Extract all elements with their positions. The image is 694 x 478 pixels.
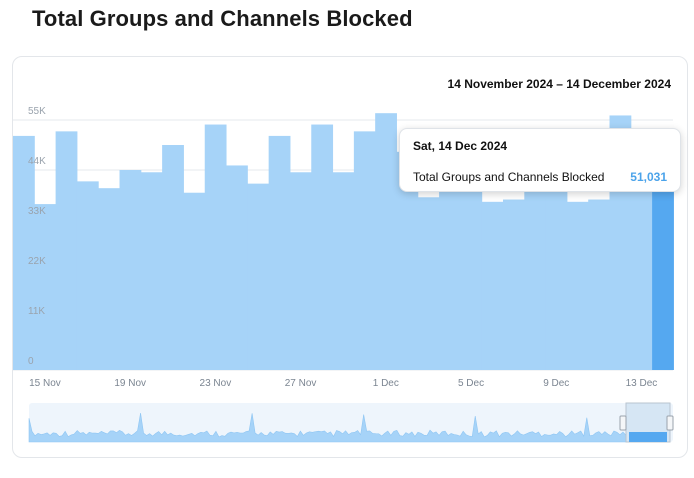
- bar[interactable]: [183, 192, 206, 370]
- bar[interactable]: [524, 160, 547, 370]
- bar[interactable]: [311, 124, 334, 370]
- x-tick-label: 1 Dec: [373, 378, 399, 389]
- bar[interactable]: [439, 183, 461, 370]
- x-tick-label: 23 Nov: [200, 378, 232, 389]
- x-tick-label: 15 Nov: [29, 378, 61, 389]
- bar[interactable]: [247, 183, 270, 370]
- bar[interactable]: [566, 201, 589, 370]
- navigator[interactable]: [29, 403, 673, 442]
- y-tick-label: 11K: [28, 306, 45, 317]
- bar[interactable]: [13, 135, 35, 370]
- bar[interactable]: [630, 133, 653, 370]
- bar[interactable]: [119, 170, 142, 370]
- bar[interactable]: [545, 188, 568, 370]
- y-tick-label: 22K: [28, 256, 46, 267]
- x-tick-label: 5 Dec: [458, 378, 484, 389]
- y-tick-label: 55K: [28, 106, 46, 117]
- navigator-left-handle[interactable]: [619, 415, 627, 431]
- navigator-selected-series: [629, 432, 667, 442]
- date-range: 14 November 2024 – 14 December 2024: [447, 77, 671, 91]
- bar[interactable]: [652, 138, 674, 370]
- tooltip-series-label: Total Groups and Channels Blocked: [413, 170, 605, 184]
- bar[interactable]: [98, 188, 121, 370]
- x-tick-label: 9 Dec: [543, 378, 569, 389]
- bar[interactable]: [204, 124, 227, 370]
- tooltip: Sat, 14 Dec 2024 Total Groups and Channe…: [399, 128, 681, 192]
- bar[interactable]: [76, 181, 99, 370]
- x-tick-label: 13 Dec: [626, 378, 658, 389]
- bar[interactable]: [375, 113, 397, 370]
- tooltip-value: 51,031: [630, 170, 667, 184]
- bar[interactable]: [417, 197, 440, 370]
- navigator-series: [28, 413, 630, 443]
- x-tick-label: 19 Nov: [114, 378, 146, 389]
- bar[interactable]: [396, 151, 419, 370]
- bar[interactable]: [268, 135, 291, 370]
- bar[interactable]: [34, 204, 57, 370]
- y-tick-label: 33K: [28, 206, 46, 217]
- navigator-right-handle[interactable]: [666, 415, 674, 431]
- bar[interactable]: [502, 199, 525, 370]
- bar[interactable]: [481, 201, 504, 370]
- page-title: Total Groups and Channels Blocked: [32, 6, 413, 31]
- tooltip-date: Sat, 14 Dec 2024: [413, 139, 508, 153]
- bar[interactable]: [140, 172, 163, 370]
- y-tick-label: 44K: [28, 156, 46, 167]
- bar[interactable]: [460, 156, 483, 370]
- bar[interactable]: [226, 165, 248, 370]
- y-tick-label: 0: [28, 356, 34, 367]
- bar[interactable]: [332, 172, 355, 370]
- x-tick-label: 27 Nov: [285, 378, 317, 389]
- bar[interactable]: [353, 131, 376, 370]
- bar[interactable]: [588, 199, 611, 370]
- bar[interactable]: [162, 145, 184, 370]
- bar[interactable]: [289, 172, 312, 370]
- bar[interactable]: [55, 131, 78, 370]
